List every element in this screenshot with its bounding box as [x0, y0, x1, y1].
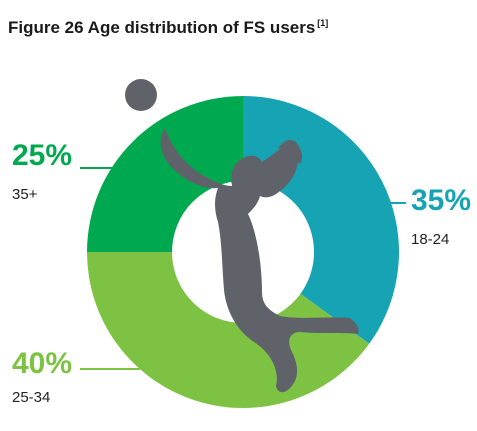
slice-35	[87, 96, 243, 252]
slice-25-34	[87, 252, 370, 409]
silhouette-figure	[160, 128, 359, 393]
chart-title: Figure 26 Age distribution of FS users [1…	[8, 18, 329, 37]
label-leader-lines	[80, 167, 406, 370]
data-label-18-24: 35%	[411, 184, 472, 217]
data-label-35-plus: 25%	[12, 139, 73, 172]
ball	[125, 79, 157, 111]
player-silhouette	[125, 79, 359, 393]
category-label-18-24: 18-24	[411, 231, 450, 248]
data-label-25-34: 40%	[12, 347, 73, 380]
silhouette-arm	[278, 140, 303, 164]
category-label-25-34: 25-34	[12, 389, 51, 406]
category-label-35-plus: 35+	[12, 186, 38, 203]
title-footnote: [1]	[317, 18, 329, 29]
